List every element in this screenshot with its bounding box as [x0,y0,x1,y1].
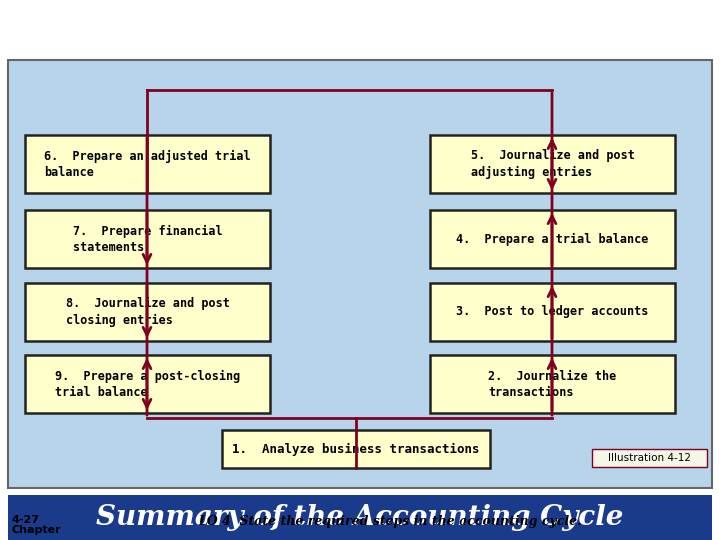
Text: 6.  Prepare an adjusted trial
balance: 6. Prepare an adjusted trial balance [44,150,251,179]
Text: 9.  Prepare a post-closing
trial balance: 9. Prepare a post-closing trial balance [55,369,240,399]
FancyBboxPatch shape [430,283,675,341]
FancyBboxPatch shape [25,283,270,341]
FancyBboxPatch shape [222,430,490,468]
FancyBboxPatch shape [430,210,675,268]
Text: 8.  Journalize and post
closing entries: 8. Journalize and post closing entries [66,298,230,327]
FancyBboxPatch shape [25,355,270,413]
Text: 4.  Prepare a trial balance: 4. Prepare a trial balance [456,232,649,246]
Text: 2.  Journalize the
transactions: 2. Journalize the transactions [488,369,616,399]
Text: 5.  Journalize and post
adjusting entries: 5. Journalize and post adjusting entries [471,150,634,179]
Text: LO 4  State the required steps in the accounting cycle.: LO 4 State the required steps in the acc… [198,516,582,529]
FancyBboxPatch shape [8,60,712,488]
Text: 7.  Prepare financial
statements: 7. Prepare financial statements [73,225,222,254]
Text: 4-27: 4-27 [12,515,40,525]
Text: Illustration 4-12: Illustration 4-12 [608,453,691,463]
FancyBboxPatch shape [592,449,707,467]
FancyBboxPatch shape [25,210,270,268]
FancyBboxPatch shape [430,355,675,413]
Text: 1.  Analyze business transactions: 1. Analyze business transactions [233,442,480,456]
FancyBboxPatch shape [25,135,270,193]
Text: 3.  Post to ledger accounts: 3. Post to ledger accounts [456,306,649,319]
FancyBboxPatch shape [8,495,712,540]
Text: Summary of the Accounting Cycle: Summary of the Accounting Cycle [96,504,624,531]
FancyBboxPatch shape [430,135,675,193]
Text: Chapter: Chapter [12,525,62,535]
